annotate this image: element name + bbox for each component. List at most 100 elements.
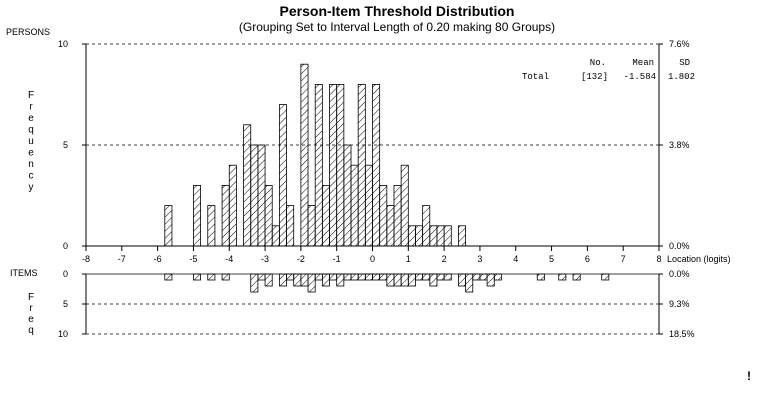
person-bar-0: [164, 205, 173, 247]
stats-header-sd: SD: [679, 58, 690, 68]
x-tick-label-6: -2: [297, 254, 305, 264]
frequency-letter-7: c: [29, 171, 34, 182]
stats-header-mean: Mean: [632, 58, 654, 68]
frequency-letter-6: n: [28, 159, 34, 170]
item-bar-12: [314, 273, 323, 281]
person-bar-29: [422, 205, 431, 247]
stats-box: No. Mean SD Total [132] -1.584 1.802: [522, 58, 695, 82]
freq-letter-0: F: [28, 292, 34, 303]
person-bar-20: [357, 84, 366, 247]
item-bar-37: [536, 273, 545, 281]
item-bar-36: [493, 273, 502, 281]
person-bar-5: [243, 124, 252, 247]
item-bar-27: [422, 273, 431, 281]
item-bar-11: [307, 273, 316, 293]
item-bar-29: [436, 273, 445, 281]
bottom-mark: !: [747, 369, 751, 383]
stats-header-no: No.: [590, 58, 606, 68]
freq-letter-3: q: [28, 325, 34, 336]
item-bar-40: [601, 273, 610, 281]
person-bar-2: [207, 205, 216, 247]
item-bar-23: [393, 273, 402, 287]
stats-row-label: Total: [522, 72, 549, 82]
items-y-tick-label-2: 10: [58, 329, 68, 339]
item-bar-8: [286, 273, 295, 281]
person-bar-33: [458, 225, 467, 247]
person-bar-19: [350, 164, 359, 247]
person-bar-16: [329, 84, 338, 247]
person-bar-24: [386, 205, 395, 247]
item-bar-25: [407, 273, 416, 287]
items-y-tick-right-label-0: 0.0%: [669, 269, 690, 279]
person-bar-10: [278, 104, 287, 247]
y-tick-label-0: 0: [63, 241, 68, 251]
x-tick-label-4: -4: [225, 254, 233, 264]
person-bar-26: [400, 164, 409, 247]
item-bar-17: [350, 273, 359, 281]
x-tick-label-14: 6: [585, 254, 590, 264]
item-bar-7: [278, 273, 287, 287]
items-label: ITEMS: [10, 268, 38, 278]
frequency-letter-3: q: [28, 125, 34, 136]
x-tick-label-16: 8: [656, 254, 661, 264]
frequency-letter-0: F: [28, 90, 34, 101]
item-bar-39: [572, 273, 581, 281]
y-tick-right-label-2: 7.6%: [669, 39, 690, 49]
items-y-tick-right-label-2: 18.5%: [669, 329, 695, 339]
item-bar-31: [458, 273, 467, 287]
item-bar-34: [479, 273, 488, 281]
chart-title: Person-Item Threshold Distribution: [280, 3, 515, 19]
item-bar-16: [343, 273, 352, 281]
person-bar-22: [372, 84, 381, 247]
freq-letter-1: r: [29, 303, 33, 314]
person-bar-31: [436, 225, 445, 247]
person-bar-4: [228, 164, 237, 247]
item-bar-32: [465, 273, 474, 293]
person-bar-28: [415, 225, 424, 247]
item-bar-1: [193, 273, 201, 281]
person-bar-3: [221, 184, 230, 247]
x-axis-label: Location (logits): [667, 254, 731, 264]
frequency-letter-4: u: [28, 136, 34, 147]
y-tick-label-2: 10: [58, 39, 68, 49]
frequency-letter-8: y: [29, 182, 34, 193]
person-bar-11: [286, 205, 295, 247]
item-bar-28: [429, 273, 438, 287]
person-bar-14: [314, 84, 323, 247]
person-bar-12: [300, 63, 309, 247]
person-bar-8: [264, 184, 273, 247]
stats-sd: 1.802: [668, 72, 695, 82]
person-bar-6: [250, 144, 259, 247]
item-bar-14: [329, 273, 338, 281]
freq-letter-2: e: [28, 314, 34, 325]
item-bar-2: [207, 273, 216, 281]
item-bar-13: [321, 273, 330, 287]
person-bar-7: [257, 144, 266, 247]
x-tick-label-11: 3: [477, 254, 482, 264]
y-tick-right-label-1: 3.8%: [669, 140, 690, 150]
item-bar-15: [336, 273, 345, 287]
x-tick-label-15: 7: [621, 254, 626, 264]
persons-label: PERSONS: [6, 27, 50, 37]
item-bar-26: [415, 273, 424, 281]
x-tick-label-13: 5: [549, 254, 554, 264]
person-bar-25: [393, 184, 402, 247]
person-bar-17: [336, 84, 345, 247]
person-bar-9: [271, 225, 280, 247]
item-bar-33: [472, 273, 481, 281]
stats-no: [132]: [581, 72, 608, 82]
item-bar-20: [372, 273, 381, 281]
person-bar-30: [429, 225, 438, 247]
item-bar-3: [221, 273, 230, 281]
item-bar-24: [400, 273, 409, 287]
person-bar-21: [364, 164, 373, 247]
person-bar-32: [443, 225, 452, 247]
person-bar-27: [407, 225, 416, 247]
item-bar-10: [300, 273, 309, 287]
person-bar-1: [193, 184, 201, 247]
x-tick-label-7: -1: [333, 254, 341, 264]
item-bar-38: [558, 273, 567, 281]
